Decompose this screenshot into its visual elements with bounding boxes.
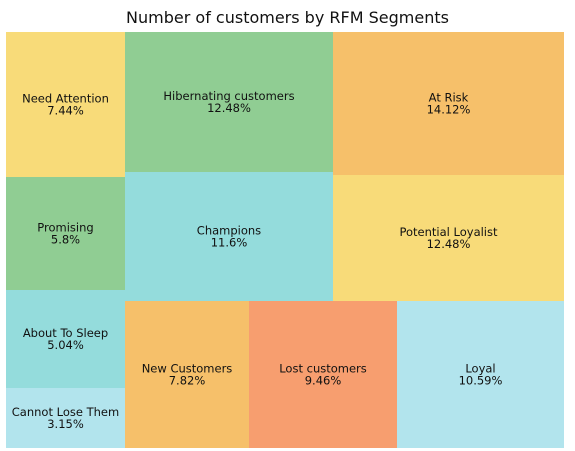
segment-value-label: 12.48% bbox=[207, 101, 251, 115]
segment-name-label: Hibernating customers bbox=[163, 89, 294, 103]
segment-value-label: 3.15% bbox=[47, 417, 84, 431]
segment-value-label: 5.04% bbox=[47, 338, 84, 352]
chart-title: Number of customers by RFM Segments bbox=[126, 8, 449, 27]
segment-name-label: Cannot Lose Them bbox=[12, 405, 119, 419]
tile-rect-lost-customers bbox=[249, 301, 397, 448]
tile-rect-cannot-lose-them bbox=[6, 388, 125, 448]
segment-name-label: About To Sleep bbox=[23, 326, 108, 340]
segment-name-label: Champions bbox=[197, 224, 261, 238]
tile-rect-promising bbox=[6, 177, 125, 290]
segment-name-label: At Risk bbox=[429, 91, 469, 105]
tile-rect-need-attention bbox=[6, 32, 125, 177]
segment-value-label: 10.59% bbox=[459, 374, 503, 388]
segment-value-label: 7.82% bbox=[169, 374, 206, 388]
tile-rect-about-to-sleep bbox=[6, 290, 125, 388]
segment-value-label: 12.48% bbox=[427, 237, 471, 251]
tile-rect-champions bbox=[125, 172, 333, 301]
segment-value-label: 7.44% bbox=[47, 104, 84, 118]
segment-value-label: 5.8% bbox=[51, 233, 80, 247]
segment-name-label: New Customers bbox=[142, 362, 233, 376]
tile-rect-new-customers bbox=[125, 301, 249, 448]
segment-value-label: 14.12% bbox=[427, 103, 471, 117]
segment-name-label: Potential Loyalist bbox=[399, 225, 498, 239]
tile-rect-potential-loyalist bbox=[333, 175, 564, 301]
segment-name-label: Promising bbox=[37, 221, 93, 235]
tile-rect-loyal bbox=[397, 301, 564, 448]
segment-name-label: Lost customers bbox=[279, 362, 367, 376]
segment-name-label: Loyal bbox=[465, 362, 495, 376]
tile-rect-at-risk bbox=[333, 32, 564, 175]
segment-name-label: Need Attention bbox=[22, 92, 109, 106]
tile-rect-hibernating-customers bbox=[125, 32, 333, 172]
segment-value-label: 11.6% bbox=[211, 236, 248, 250]
segment-value-label: 9.46% bbox=[305, 374, 342, 388]
